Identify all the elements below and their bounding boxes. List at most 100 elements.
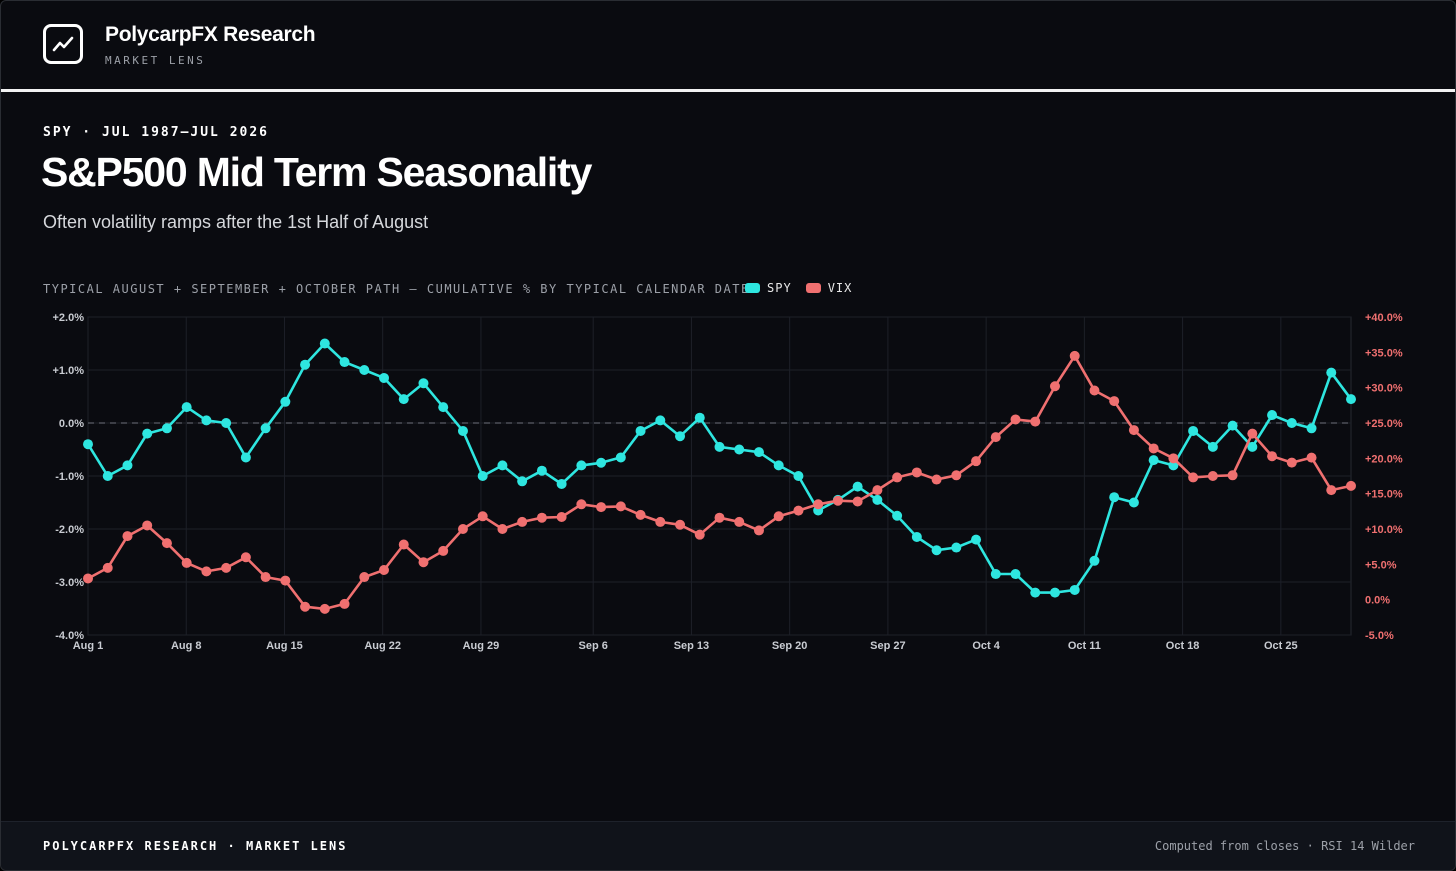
data-point-vix bbox=[773, 511, 784, 522]
data-point-vix bbox=[497, 524, 508, 534]
data-point-vix bbox=[1346, 480, 1356, 491]
data-point-vix bbox=[694, 529, 705, 540]
x-tick-label: Sep 6 bbox=[579, 640, 608, 652]
data-point-spy bbox=[517, 476, 528, 487]
x-tick-label: Oct 25 bbox=[1264, 640, 1298, 652]
legend-label-spy: SPY bbox=[767, 281, 792, 295]
chart-legend: SPY VIX bbox=[745, 281, 852, 295]
x-tick-label: Sep 27 bbox=[870, 640, 905, 652]
data-point-spy bbox=[1326, 367, 1337, 378]
data-point-spy bbox=[714, 441, 725, 452]
data-point-spy bbox=[615, 452, 626, 463]
brand-subtitle: MARKET LENS bbox=[105, 54, 206, 67]
data-point-vix bbox=[1247, 428, 1258, 439]
data-point-spy bbox=[438, 402, 449, 413]
trending-chart-icon bbox=[43, 24, 83, 64]
data-point-vix bbox=[655, 516, 666, 527]
data-point-vix bbox=[1069, 350, 1080, 361]
y-right-tick-label: +40.0% bbox=[1365, 312, 1403, 324]
data-point-vix bbox=[1109, 396, 1120, 407]
data-point-spy bbox=[240, 452, 251, 463]
data-point-vix bbox=[813, 499, 824, 510]
y-left-tick-label: -3.0% bbox=[55, 577, 84, 589]
data-point-vix bbox=[1010, 414, 1021, 425]
data-point-spy bbox=[635, 425, 646, 436]
data-point-vix bbox=[1286, 457, 1297, 468]
page-title: S&P500 Mid Term Seasonality bbox=[41, 149, 592, 195]
data-point-vix bbox=[438, 545, 449, 556]
data-point-spy bbox=[971, 534, 982, 545]
kicker: SPY · JUL 1987–JUL 2026 bbox=[43, 125, 270, 140]
data-point-spy bbox=[931, 545, 942, 556]
chart-caption: TYPICAL AUGUST + SEPTEMBER + OCTOBER PAT… bbox=[43, 282, 750, 296]
data-point-vix bbox=[83, 573, 93, 584]
data-point-spy bbox=[1247, 441, 1258, 452]
data-point-spy bbox=[319, 338, 330, 349]
data-point-spy bbox=[142, 428, 153, 439]
y-right-tick-label: +30.0% bbox=[1365, 383, 1403, 395]
data-point-vix bbox=[517, 516, 528, 527]
data-point-vix bbox=[852, 496, 863, 507]
data-point-spy bbox=[339, 357, 350, 368]
data-point-spy bbox=[1030, 587, 1041, 598]
data-point-spy bbox=[1286, 418, 1297, 428]
x-tick-label: Aug 1 bbox=[73, 640, 104, 652]
seasonality-chart: +2.0% +1.0% 0.0% -1.0% -2.0% -3.0% -4.0% +40.0%… bbox=[53, 312, 1403, 652]
data-point-vix bbox=[714, 512, 725, 523]
data-point-spy bbox=[280, 396, 291, 407]
x-tick-label: Oct 11 bbox=[1068, 640, 1101, 652]
data-point-vix bbox=[753, 525, 764, 536]
data-point-spy bbox=[753, 447, 764, 458]
x-tick-label: Aug 22 bbox=[364, 640, 401, 652]
y-right-tick-label: +25.0% bbox=[1365, 418, 1403, 430]
data-point-vix bbox=[675, 519, 686, 530]
y-left-tick-label: -1.0% bbox=[55, 471, 84, 483]
data-point-spy bbox=[1227, 420, 1238, 431]
data-point-spy bbox=[1148, 455, 1159, 466]
data-point-vix bbox=[971, 456, 982, 467]
data-point-spy bbox=[1010, 569, 1021, 580]
data-point-vix bbox=[260, 572, 271, 583]
data-point-vix bbox=[477, 511, 488, 522]
data-point-vix bbox=[635, 509, 646, 520]
data-point-spy bbox=[260, 423, 271, 434]
data-point-vix bbox=[556, 511, 567, 522]
data-point-vix bbox=[990, 432, 1001, 443]
data-point-vix bbox=[161, 538, 172, 549]
data-point-vix bbox=[300, 601, 311, 612]
data-point-spy bbox=[694, 412, 705, 423]
page-subtitle: Often volatility ramps after the 1st Hal… bbox=[43, 212, 429, 232]
data-point-spy bbox=[122, 460, 133, 471]
data-point-vix bbox=[221, 562, 232, 573]
data-point-spy bbox=[951, 542, 962, 553]
footer-brand: POLYCARPFX RESEARCH · MARKET LENS bbox=[43, 839, 348, 853]
data-point-spy bbox=[872, 494, 883, 505]
data-point-vix bbox=[576, 499, 587, 510]
y-left-tick-label: +2.0% bbox=[53, 312, 85, 324]
data-point-vix bbox=[122, 531, 133, 542]
y-left-tick-label: +1.0% bbox=[53, 365, 85, 377]
header: PolycarpFX Research MARKET LENS bbox=[1, 1, 1455, 89]
data-point-spy bbox=[556, 478, 567, 489]
data-point-vix bbox=[142, 520, 153, 531]
data-point-vix bbox=[951, 470, 962, 481]
data-point-spy bbox=[1267, 410, 1278, 421]
data-point-spy bbox=[911, 531, 922, 542]
legend-label-vix: VIX bbox=[827, 281, 853, 295]
data-point-spy bbox=[359, 365, 370, 375]
data-point-spy bbox=[477, 471, 488, 481]
x-tick-label: Aug 29 bbox=[463, 640, 500, 652]
data-point-vix bbox=[280, 575, 291, 586]
data-point-spy bbox=[892, 510, 903, 521]
data-point-vix bbox=[359, 572, 370, 583]
data-point-vix bbox=[1227, 470, 1238, 481]
data-point-spy bbox=[161, 423, 172, 434]
data-point-vix bbox=[615, 501, 626, 512]
data-point-vix bbox=[457, 524, 468, 534]
data-point-vix bbox=[793, 505, 804, 516]
data-point-vix bbox=[398, 539, 409, 550]
data-point-vix bbox=[1207, 471, 1218, 481]
data-point-vix bbox=[1049, 381, 1060, 392]
data-point-vix bbox=[319, 603, 330, 614]
